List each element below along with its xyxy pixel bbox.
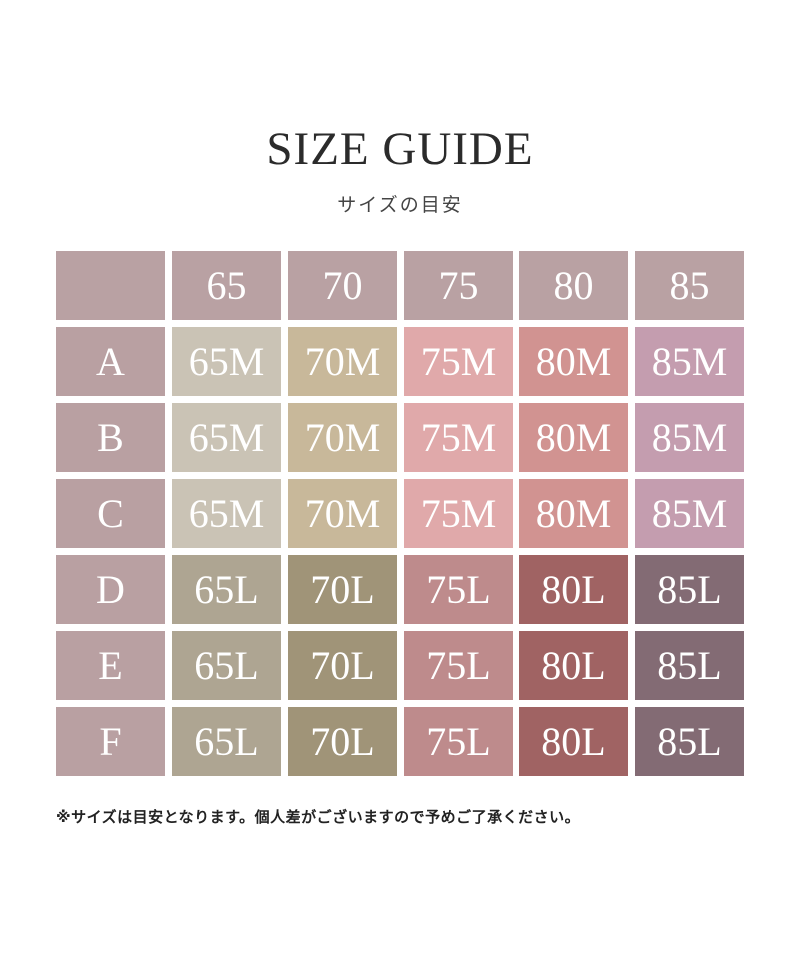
size-cell: 80M — [519, 327, 628, 396]
size-cell: 75L — [404, 707, 513, 776]
column-header: 75 — [404, 251, 513, 320]
column-header: 80 — [519, 251, 628, 320]
size-cell: 70M — [288, 403, 397, 472]
size-cell: 65M — [172, 327, 281, 396]
size-cell: 85M — [635, 327, 744, 396]
page-subtitle: サイズの目安 — [337, 194, 463, 216]
row-header: B — [56, 403, 165, 472]
row-header: A — [56, 327, 165, 396]
size-cell: 85L — [635, 555, 744, 624]
size-cell: 70M — [288, 479, 397, 548]
size-cell: 80L — [519, 631, 628, 700]
size-cell: 75M — [404, 479, 513, 548]
size-cell: 70L — [288, 555, 397, 624]
row-header: F — [56, 707, 165, 776]
column-header: 85 — [635, 251, 744, 320]
row-header: D — [56, 555, 165, 624]
size-cell: 75M — [404, 327, 513, 396]
size-cell: 85M — [635, 403, 744, 472]
size-cell: 85L — [635, 631, 744, 700]
size-cell: 75M — [404, 403, 513, 472]
size-cell: 70M — [288, 327, 397, 396]
size-cell: 65M — [172, 403, 281, 472]
size-cell: 70L — [288, 631, 397, 700]
size-cell: 75L — [404, 631, 513, 700]
row-header: E — [56, 631, 165, 700]
size-cell: 80L — [519, 555, 628, 624]
size-cell: 80L — [519, 707, 628, 776]
row-header: C — [56, 479, 165, 548]
size-cell: 65L — [172, 555, 281, 624]
size-cell: 85M — [635, 479, 744, 548]
size-cell: 65M — [172, 479, 281, 548]
size-cell: 70L — [288, 707, 397, 776]
page-title: SIZE GUIDE — [266, 123, 534, 175]
size-cell: 80M — [519, 479, 628, 548]
size-cell: 80M — [519, 403, 628, 472]
size-cell: 65L — [172, 707, 281, 776]
size-cell: 75L — [404, 555, 513, 624]
column-header: 70 — [288, 251, 397, 320]
disclaimer-note: ※サイズは目安となります。個人差がございますので予めご了承ください。 — [56, 808, 581, 826]
corner-cell — [56, 251, 165, 320]
size-cell: 65L — [172, 631, 281, 700]
size-cell: 85L — [635, 707, 744, 776]
column-header: 65 — [172, 251, 281, 320]
